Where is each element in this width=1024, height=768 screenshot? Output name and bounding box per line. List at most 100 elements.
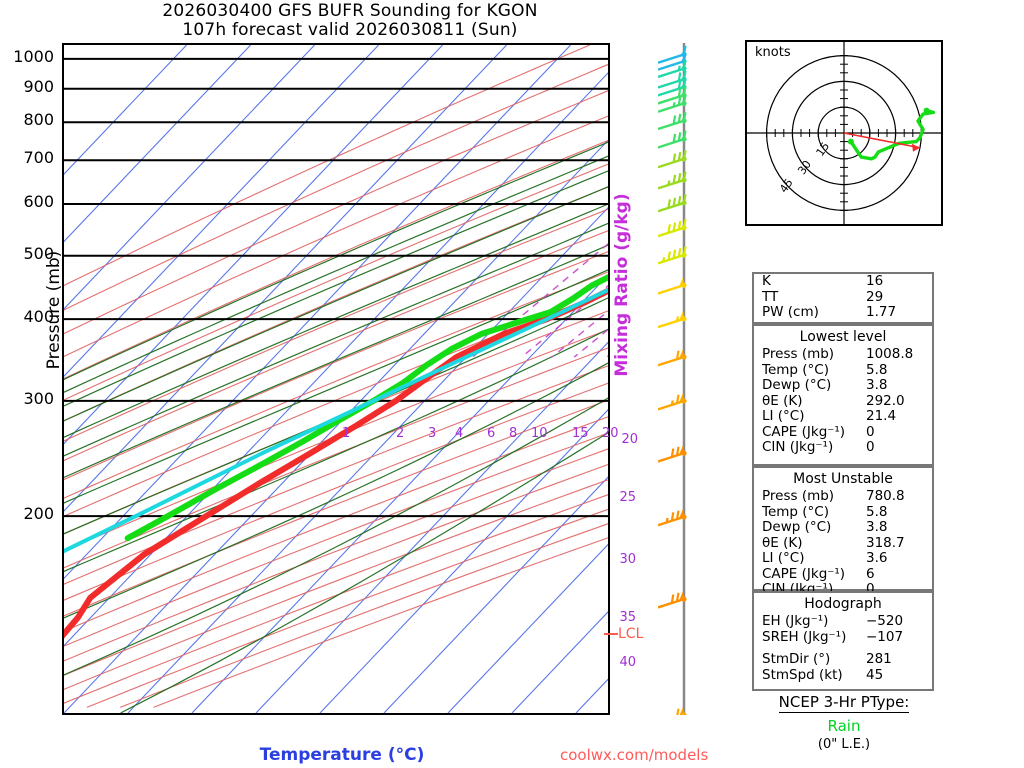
wind-barb-column [657, 43, 710, 725]
mixing-ratio-15: 15 [572, 426, 589, 441]
svg-text:30: 30 [795, 158, 814, 177]
stat-key: θE (K) [762, 392, 803, 409]
stat-row: LI (°C) 21.4 [754, 408, 932, 425]
stat-row: CAPE (Jkg⁻¹) 6 [754, 566, 932, 583]
stat-row: CIN (Jkg⁻¹) 0 [754, 439, 932, 456]
stat-key: LI (°C) [762, 550, 805, 566]
mixing-ratio-8: 8 [509, 426, 518, 441]
stat-value: −107 [866, 628, 904, 645]
hodograph-stats-header: Hodograph [804, 596, 882, 612]
stat-row: SREH (Jkg⁻¹) −107 [754, 628, 932, 646]
stat-key: Dewp (°C) [762, 377, 832, 393]
height-label-25: 25 [619, 490, 636, 505]
stat-row: K 16 [754, 273, 932, 290]
height-label-20: 20 [621, 432, 638, 447]
ptype-panel: NCEP 3-Hr PType: Rain (0" L.E.) [740, 692, 948, 752]
stat-row: Press (mb) 780.8 [754, 488, 932, 505]
stat-value: 292.0 [866, 392, 905, 409]
title-line-1: 2026030400 GFS BUFR Sounding for KGON [162, 1, 538, 21]
stat-value: 5.8 [866, 503, 888, 520]
mixing-ratio-20: 20 [602, 426, 619, 441]
stat-key: PW (cm) [762, 304, 819, 320]
stat-value: 1008.8 [866, 346, 914, 362]
stat-value: 3.8 [866, 519, 888, 535]
svg-text:45: 45 [777, 176, 796, 195]
mixing-ratio-3: 3 [428, 426, 437, 441]
skewt-canvas [64, 45, 608, 713]
stat-row: Temp (°C) 5.8 [754, 503, 932, 521]
mixing-ratio-axis-title: Mixing Ratio (g/kg) [612, 193, 632, 377]
stat-key: StmDir (°) [762, 651, 831, 667]
mixing-ratio-2: 2 [396, 426, 405, 441]
stat-value: 3.8 [866, 377, 888, 393]
most-unstable-header: Most Unstable [793, 471, 893, 487]
stat-key: Press (mb) [762, 488, 835, 504]
stat-value: 318.7 [866, 534, 905, 551]
mixing-ratio-6: 6 [487, 426, 496, 441]
stat-row: TT 29 [754, 288, 932, 306]
stat-row: θE (K) 292.0 [754, 392, 932, 410]
stat-value: 0 [866, 423, 875, 440]
most-unstable-rows: Press (mb) 780.8 Temp (°C) 5.8 Dewp (°C) 3.8 θ… [754, 488, 932, 598]
hodograph-stats-rows: EH (Jkg⁻¹) −520 SREH (Jkg⁻¹) −107 StmDir (°)… [754, 613, 932, 684]
skewt-plot-area[interactable] [62, 43, 610, 715]
pressure-tick-700: 700 [23, 148, 54, 168]
ptype-value: Rain [827, 717, 861, 735]
stat-row: PW (cm) 1.77 [754, 304, 932, 321]
stat-value: 1.77 [866, 304, 897, 320]
stat-value: 5.8 [866, 361, 888, 378]
hodograph-units-label: knots [755, 45, 791, 60]
stat-row: Press (mb) 1008.8 [754, 346, 932, 363]
hodograph-panel[interactable]: 15 30 45 knots [745, 40, 943, 226]
pressure-tick-300: 300 [23, 388, 54, 408]
indices-rows: K 16 TT 29 PW (cm) 1.77 [754, 273, 932, 321]
mixing-ratio-1: 1 [342, 426, 351, 441]
wind-barb-canvas [657, 43, 687, 725]
stat-row: Dewp (°C) 3.8 [754, 519, 932, 536]
stat-value: 0 [866, 439, 875, 455]
title-line-2: 107h forecast valid 2026030811 (Sun) [182, 20, 518, 40]
mixing-ratio-4: 4 [455, 426, 464, 441]
height-label-30: 30 [619, 552, 636, 567]
stat-value: −520 [866, 613, 904, 629]
stat-row: Dewp (°C) 3.8 [754, 377, 932, 394]
lcl-tick-icon [604, 633, 618, 635]
stat-key: TT [762, 288, 779, 305]
lowest-level-header: Lowest level [799, 329, 887, 345]
stat-key: LI (°C) [762, 408, 805, 424]
mixing-ratio-10: 10 [531, 426, 548, 441]
pressure-tick-600: 600 [23, 191, 54, 211]
stat-key: K [762, 273, 771, 289]
stat-value: 21.4 [866, 408, 897, 424]
indices-panel: K 16 TT 29 PW (cm) 1.77 [752, 272, 934, 324]
stat-key: SREH (Jkg⁻¹) [762, 628, 847, 645]
stat-row: CAPE (Jkg⁻¹) 0 [754, 423, 932, 441]
chart-title-block: 2026030400 GFS BUFR Sounding for KGON 10… [0, 2, 700, 40]
stat-key: θE (K) [762, 534, 803, 551]
stat-key: StmSpd (kt) [762, 666, 843, 683]
stat-key: CAPE (Jkg⁻¹) [762, 423, 846, 440]
stat-value: 281 [866, 651, 892, 667]
pressure-tick-900: 900 [23, 76, 54, 96]
svg-text:15: 15 [814, 140, 833, 159]
stat-row: θE (K) 318.7 [754, 534, 932, 552]
pressure-tick-500: 500 [23, 243, 54, 263]
temperature-axis-title: Temperature (°C) [259, 745, 425, 765]
height-label-40: 40 [619, 655, 636, 670]
stat-value: 45 [866, 666, 884, 683]
lowest-level-rows: Press (mb) 1008.8 Temp (°C) 5.8 Dewp (°C) 3.8… [754, 346, 932, 456]
stat-key: Dewp (°C) [762, 519, 832, 535]
pressure-tick-200: 200 [23, 504, 54, 524]
stat-key: Temp (°C) [762, 503, 829, 520]
pressure-axis-title: Pressure (mb) [44, 250, 64, 370]
stat-value: 780.8 [866, 488, 905, 504]
height-label-35: 35 [619, 610, 636, 625]
ptype-title: NCEP 3-Hr PType: [778, 693, 910, 713]
stat-row: StmDir (°) 281 [754, 651, 932, 668]
stat-row: StmSpd (kt) 45 [754, 666, 932, 684]
stat-key: CIN (Jkg⁻¹) [762, 439, 834, 455]
stat-row: LI (°C) 3.6 [754, 550, 932, 567]
watermark: coolwx.com/models [560, 746, 709, 764]
pressure-tick-400: 400 [23, 307, 54, 327]
